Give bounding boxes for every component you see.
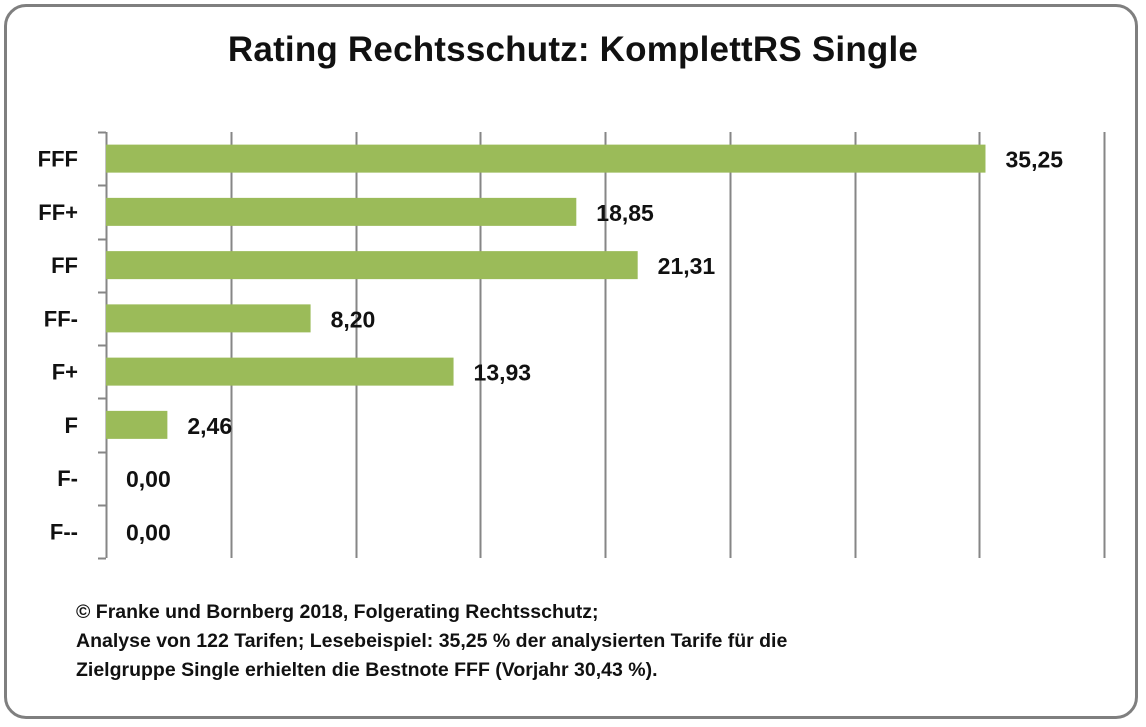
category-label: F--: [50, 519, 78, 544]
chart-caption: © Franke und Bornberg 2018, Folgerating …: [76, 598, 787, 685]
caption-line-reading-example: Zielgruppe Single erhielten die Bestnote…: [76, 659, 658, 681]
gridlines: [230, 132, 1106, 558]
value-label: 0,00: [126, 466, 171, 492]
caption-line-analysis: Analyse von 122 Tarifen; Lesebeispiel: 3…: [76, 630, 788, 652]
bar-F+: [106, 357, 454, 386]
bar-FF-: [106, 304, 311, 333]
bar-FF: [106, 251, 638, 280]
value-label: 0,00: [126, 519, 171, 545]
bar-F: [106, 410, 168, 439]
bars: [106, 144, 986, 439]
value-label: 35,25: [1005, 147, 1063, 173]
value-label: 13,93: [474, 360, 532, 386]
value-label: 2,46: [187, 413, 232, 439]
category-axis: [98, 131, 108, 560]
labels: FFF 35,25 FF+ 18,85 FF 21,31 FF- 8,20 F+ 13,93 F 2,…: [38, 147, 1064, 546]
value-label: 8,20: [331, 306, 376, 332]
category-label: F: [65, 413, 78, 438]
bar-FF+: [106, 197, 577, 226]
caption-line-copyright: © Franke und Bornberg 2018, Folgerating …: [76, 601, 599, 623]
category-label: FF: [51, 253, 78, 278]
category-label: FFF: [38, 147, 78, 172]
category-label: FF-: [44, 306, 78, 331]
bar-FFF: [106, 144, 986, 173]
value-label: 18,85: [596, 200, 654, 226]
category-label: F-: [57, 466, 78, 491]
category-label: FF+: [38, 200, 78, 225]
value-label: 21,31: [658, 253, 716, 279]
chart-title: Rating Rechtsschutz: KomplettRS Single: [227, 30, 919, 69]
category-label: F+: [52, 360, 78, 385]
